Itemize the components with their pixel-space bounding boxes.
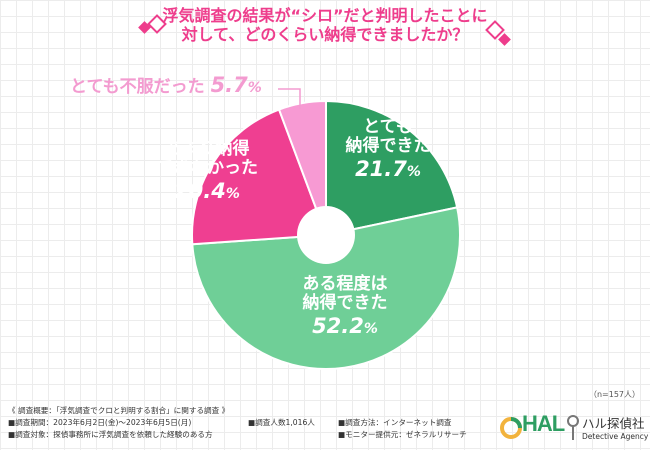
leader-line-s3 (278, 88, 301, 109)
slice-label-s1-line1: ある程度は (302, 274, 388, 294)
chart-title-line2: 対して、どのくらい納得できましたか？ (181, 25, 469, 44)
slice-pct-s1-unit: % (363, 321, 378, 337)
slice-pct-s2: 20.4% (142, 178, 272, 207)
slice-label-s1: ある程度は 納得できた 52.2% (280, 275, 410, 342)
pie-slice-2 (191, 108, 328, 246)
slice-label-s2-line2: できなかった (156, 158, 258, 178)
slice-label-s3: とても不服だった 5.7% (70, 73, 280, 98)
survey-monitor: ■モニター提供元：ゼネラルリサーチ (338, 430, 467, 439)
slice-label-s0-line2: 納得できた (345, 136, 431, 156)
pie-slice-1 (191, 206, 461, 370)
slice-label-s2-line1: あまり納得 (164, 139, 250, 159)
slice-pct-s0-unit: % (406, 164, 421, 180)
slice-pct-s3-value: 5.7 (210, 73, 248, 97)
slice-label-s1-line2: 納得できた (302, 293, 388, 313)
survey-overview: 《 調査概要：「浮気調査でクロと判明する割合」に関する調査 》 (8, 406, 230, 415)
sample-size-note: （n=157人） (588, 390, 640, 399)
slice-label-s0-line1: とても (363, 117, 413, 137)
chart-title: 浮気調査の結果が“シロ”だと判明したことに 対して、どのくらい納得できましたか？ (0, 6, 650, 44)
survey-target: ■調査対象：探偵事務所に浮気調査を依頼した経験のある方 (8, 430, 213, 439)
logo-hal-text: HAL (522, 411, 565, 436)
company-logo: HAL ハル探偵社 Detective Agency (500, 411, 649, 445)
chart-title-line1: 浮気調査の結果が“シロ”だと判明したことに (162, 6, 488, 25)
survey-footer: 《 調査概要：「浮気調査でクロと判明する割合」に関する調査 》 ■調査期間：20… (8, 405, 648, 450)
slice-label-s3-text: とても不服だった (70, 77, 205, 97)
survey-people: ■調査人数1,016人 (248, 418, 315, 427)
pie-slice-3 (277, 99, 327, 236)
slice-pct-s0-value: 21.7 (355, 157, 407, 181)
slice-pct-s3: 5.7% (211, 73, 262, 97)
survey-method: ■調査方法：インターネット調査 (338, 418, 452, 427)
slice-label-s0: とても 納得できた 21.7% (338, 118, 438, 185)
slice-pct-s3-unit: % (247, 80, 262, 96)
slice-pct-s0: 21.7% (338, 156, 438, 185)
slice-label-s2: あまり納得 できなかった 20.4% (142, 140, 272, 207)
logo-mark-icon (500, 417, 522, 439)
slice-pct-s1-value: 52.2 (312, 314, 364, 338)
slice-pct-s2-value: 20.4 (174, 179, 226, 203)
logo-company-name: ハル探偵社 (582, 416, 645, 431)
slice-pct-s2-unit: % (225, 186, 240, 202)
logo-company-subtitle: Detective Agency (582, 432, 649, 441)
pie-slice-0 (325, 99, 459, 237)
slice-pct-s1: 52.2% (280, 313, 410, 342)
pie-center-hole (297, 206, 355, 264)
survey-period: ■調査期間：2023年6月2日(金)〜2023年6月5日(月) (8, 418, 192, 427)
magnifier-icon (567, 415, 579, 440)
